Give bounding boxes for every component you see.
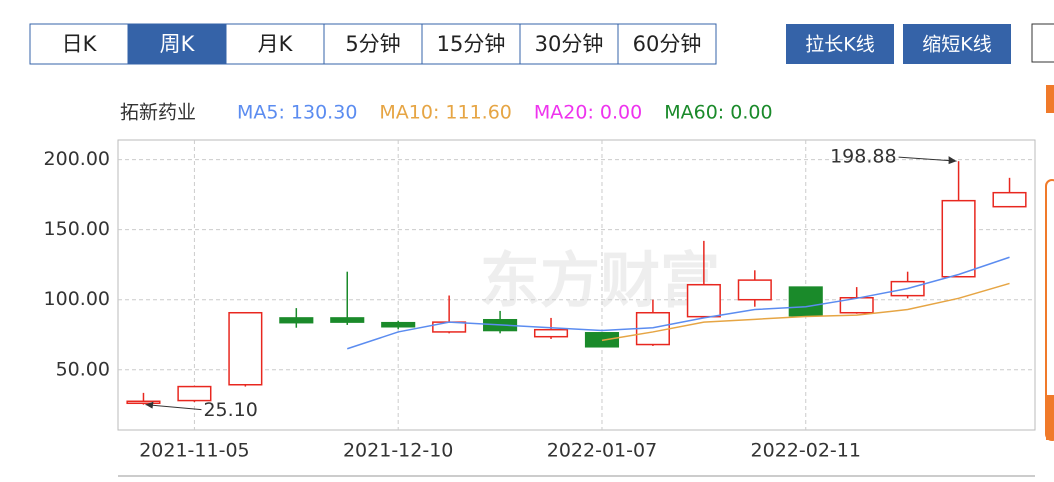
candle-body [381,321,416,328]
ma-line [601,282,1010,342]
tab[interactable] [127,23,227,65]
plot-frame [117,139,1036,431]
candle-body [533,328,569,338]
x-tick-label: 2021-11-05 [139,440,249,462]
x-tick-label: 2022-02-11 [751,440,861,462]
candle-body [992,191,1027,208]
tab-label: 15分钟 [437,32,506,56]
ma-line [347,256,1010,350]
tab[interactable] [225,23,325,65]
ma-legend: MA10: 111.60 [379,102,512,124]
stock-name: 拓新药业 [120,102,196,124]
low-label: 25.10 [203,399,257,421]
side-panel-fill [1046,395,1054,440]
side-icon [1046,85,1054,113]
cut-button[interactable] [1031,23,1054,63]
ma-legend: MA60: 0.00 [664,102,772,124]
tab-label: 月K [258,32,294,56]
tab-label: 日K [62,32,98,56]
y-tick-label: 150.00 [44,218,110,240]
candle-body [330,317,365,323]
watermark: 东方财富 [480,247,720,317]
tab-label: 30分钟 [535,32,604,56]
tab-label: 周K [160,32,196,56]
y-tick-label: 200.00 [44,148,110,170]
low-arrow-head [145,401,154,409]
candle-body [788,286,823,317]
ma-legend: MA5: 130.30 [237,102,357,124]
high-arrow [898,156,957,162]
high-label: 198.88 [830,146,896,168]
candle-body [941,199,976,278]
x-tick-label: 2022-01-07 [547,440,657,462]
tab-label: 60分钟 [633,32,702,56]
high-arrow-head [948,156,957,165]
candle-body [126,400,161,405]
action-button-label: 缩短K线 [922,34,991,56]
candle-body [686,283,721,318]
action-button[interactable] [786,24,894,64]
action-button[interactable] [903,24,1011,64]
tab-label: 5分钟 [345,32,400,56]
tab[interactable] [617,23,717,65]
candle-body [228,311,263,386]
x-tick-label: 2021-12-10 [343,440,453,462]
candle-body [737,279,772,301]
action-button-label: 拉长K线 [805,34,874,56]
ma-legend: MA20: 0.00 [534,102,642,124]
y-tick-label: 50.00 [56,358,110,380]
y-tick-label: 100.00 [44,288,110,310]
low-arrow [145,404,202,411]
tab[interactable] [29,23,129,65]
candle-body [279,317,314,324]
candle-body [177,385,212,402]
